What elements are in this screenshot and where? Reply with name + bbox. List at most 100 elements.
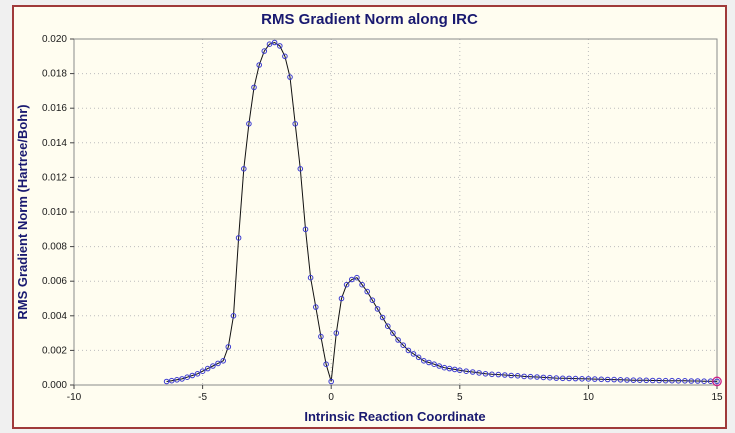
data-point-marker[interactable] bbox=[675, 378, 682, 384]
data-point-marker[interactable] bbox=[682, 378, 688, 384]
data-point-marker[interactable] bbox=[168, 377, 175, 384]
data-point-marker[interactable] bbox=[421, 358, 427, 364]
y-axis-label: RMS Gradient Norm (Hartree/Bohr) bbox=[15, 104, 30, 319]
data-point-marker[interactable] bbox=[292, 121, 299, 127]
data-point-marker[interactable] bbox=[318, 333, 324, 340]
data-point-marker[interactable] bbox=[313, 304, 319, 310]
data-point-marker[interactable] bbox=[592, 376, 598, 382]
data-point-marker[interactable] bbox=[400, 342, 407, 349]
data-point-marker[interactable] bbox=[457, 367, 463, 374]
data-point-marker[interactable] bbox=[354, 274, 360, 281]
data-point-marker[interactable] bbox=[184, 374, 190, 381]
data-point-marker[interactable] bbox=[415, 354, 422, 361]
data-point-marker[interactable] bbox=[630, 377, 637, 384]
data-point-marker[interactable] bbox=[451, 366, 458, 373]
data-point-marker[interactable] bbox=[617, 377, 624, 383]
data-point-marker[interactable] bbox=[410, 351, 417, 357]
data-point-marker[interactable] bbox=[277, 43, 283, 49]
data-point-marker[interactable] bbox=[225, 344, 232, 350]
data-point-marker[interactable] bbox=[266, 41, 273, 47]
data-point-marker[interactable] bbox=[624, 377, 630, 383]
data-point-marker[interactable] bbox=[369, 297, 376, 304]
data-point-marker[interactable] bbox=[553, 375, 560, 381]
data-point-marker[interactable] bbox=[585, 376, 592, 382]
data-point-marker[interactable] bbox=[463, 368, 470, 375]
data-point-marker[interactable] bbox=[649, 377, 656, 384]
data-point-marker[interactable] bbox=[261, 48, 268, 54]
data-point-marker[interactable] bbox=[251, 84, 257, 91]
data-point-marker[interactable] bbox=[436, 363, 443, 369]
data-point-marker[interactable] bbox=[489, 371, 495, 378]
data-point-marker[interactable] bbox=[338, 295, 345, 302]
data-point-marker[interactable] bbox=[482, 371, 489, 377]
data-point-marker[interactable] bbox=[189, 372, 196, 379]
data-point-marker[interactable] bbox=[405, 347, 412, 354]
data-point-marker[interactable] bbox=[374, 306, 381, 312]
data-point-marker[interactable] bbox=[230, 313, 237, 319]
data-point-marker[interactable] bbox=[246, 121, 252, 127]
data-point-marker[interactable] bbox=[579, 376, 585, 382]
data-point-marker[interactable] bbox=[547, 374, 553, 381]
data-point-marker[interactable] bbox=[204, 365, 211, 372]
data-point-marker[interactable] bbox=[323, 361, 329, 368]
data-point-marker[interactable] bbox=[508, 372, 515, 379]
data-point-marker[interactable] bbox=[385, 323, 391, 330]
data-point-marker[interactable] bbox=[694, 378, 701, 384]
data-point-marker[interactable] bbox=[514, 373, 521, 379]
data-point-marker[interactable] bbox=[328, 378, 335, 385]
data-point-marker[interactable] bbox=[469, 369, 476, 375]
chart-canvas[interactable]: -10 -5 0 5 10 15 0.000 0.002 0.004 0.006 0.008 0.01… bbox=[14, 31, 725, 427]
data-point-marker[interactable] bbox=[540, 374, 547, 381]
data-point-marker[interactable] bbox=[476, 370, 482, 376]
data-point-marker[interactable] bbox=[688, 378, 695, 384]
data-point-marker[interactable] bbox=[282, 53, 288, 60]
data-point-marker[interactable] bbox=[637, 377, 643, 384]
data-point-marker[interactable] bbox=[349, 276, 355, 283]
data-point-marker[interactable] bbox=[287, 74, 293, 80]
highlighted-point[interactable] bbox=[712, 376, 722, 387]
data-point-marker[interactable] bbox=[643, 377, 650, 384]
data-point-marker[interactable] bbox=[333, 330, 340, 336]
data-point-marker[interactable] bbox=[220, 358, 226, 364]
data-point-marker[interactable] bbox=[534, 374, 540, 380]
data-point-marker[interactable] bbox=[431, 361, 437, 368]
data-point-marker[interactable] bbox=[210, 363, 216, 369]
data-point-marker[interactable] bbox=[604, 376, 611, 383]
data-point-marker[interactable] bbox=[307, 274, 314, 281]
data-point-marker[interactable] bbox=[502, 372, 508, 378]
data-point-marker[interactable] bbox=[256, 62, 262, 68]
data-point-marker[interactable] bbox=[446, 365, 453, 372]
data-point-marker[interactable] bbox=[611, 376, 617, 383]
data-point-marker[interactable] bbox=[714, 378, 720, 385]
data-point-marker[interactable] bbox=[390, 330, 396, 336]
data-point-marker[interactable] bbox=[426, 359, 432, 366]
data-point-marker[interactable] bbox=[215, 360, 221, 367]
data-point-marker[interactable] bbox=[559, 375, 566, 382]
data-point-marker[interactable] bbox=[527, 373, 534, 380]
data-point-marker[interactable] bbox=[395, 337, 401, 343]
data-point-marker[interactable] bbox=[194, 371, 201, 377]
data-point-marker[interactable] bbox=[669, 377, 675, 384]
data-point-marker[interactable] bbox=[271, 39, 278, 46]
data-point-marker[interactable] bbox=[343, 281, 350, 288]
data-point-marker[interactable] bbox=[359, 281, 365, 288]
data-point-marker[interactable] bbox=[364, 288, 371, 295]
data-point-marker[interactable] bbox=[572, 375, 579, 382]
data-point-marker[interactable] bbox=[174, 377, 180, 383]
data-point-marker[interactable] bbox=[241, 166, 247, 172]
data-point-marker[interactable] bbox=[662, 377, 669, 384]
data-point-marker[interactable] bbox=[199, 368, 206, 375]
data-point-marker[interactable] bbox=[179, 376, 185, 382]
data-point-marker[interactable] bbox=[598, 376, 605, 383]
data-point-marker[interactable] bbox=[297, 166, 304, 172]
data-point-marker[interactable] bbox=[235, 235, 242, 241]
data-point-marker[interactable] bbox=[495, 371, 502, 378]
data-point-marker[interactable] bbox=[701, 378, 707, 385]
data-point-marker[interactable] bbox=[521, 373, 527, 380]
data-point-marker[interactable] bbox=[566, 375, 572, 382]
data-point-marker[interactable] bbox=[656, 377, 662, 384]
data-point-marker[interactable] bbox=[379, 314, 386, 321]
data-point-marker[interactable] bbox=[302, 226, 309, 233]
data-point-marker[interactable] bbox=[441, 364, 448, 371]
data-point-marker[interactable] bbox=[163, 378, 170, 385]
